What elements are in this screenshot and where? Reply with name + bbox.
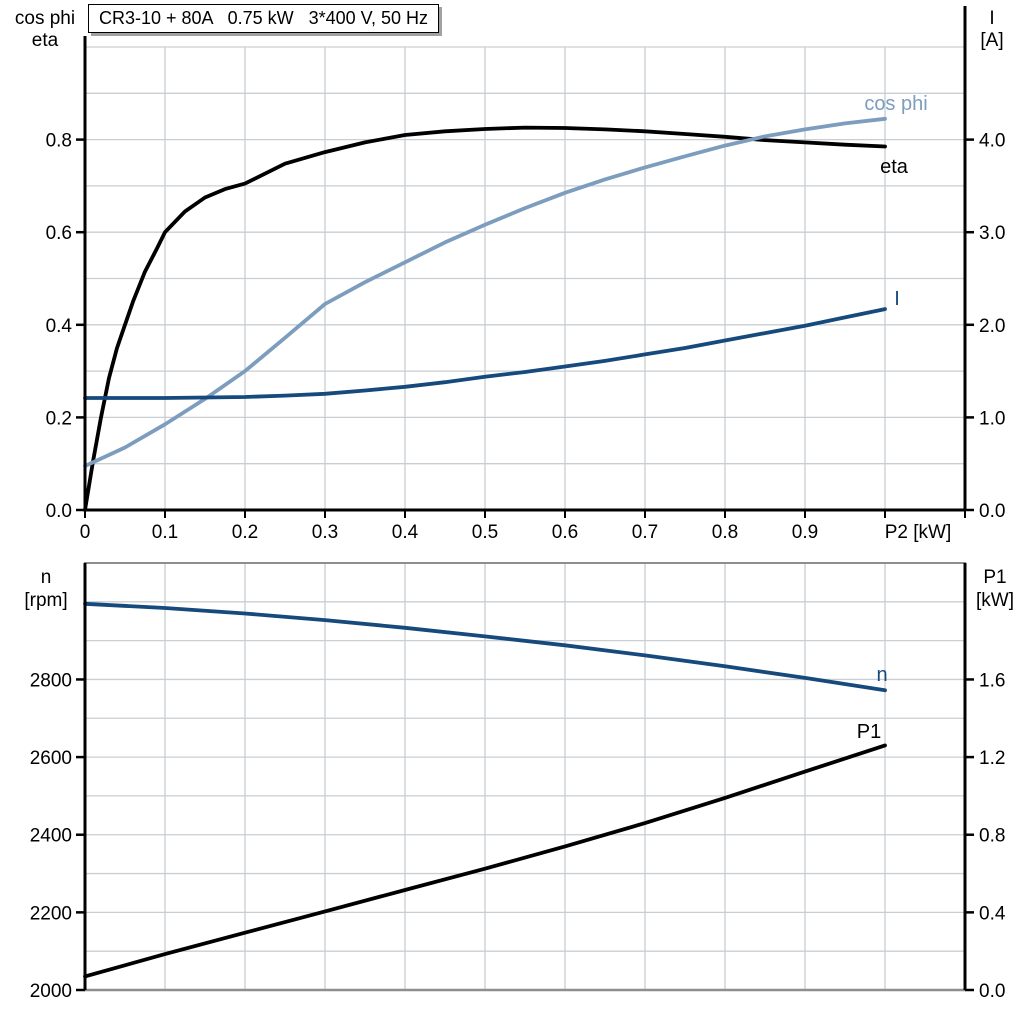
left-tick-label: 0.2 [46,408,72,429]
bottom-chart-curves [83,601,887,979]
curve-label-P1: P1 [857,721,881,743]
curve-label-eta: eta [880,156,909,178]
x-tick-label: 0.4 [392,522,419,543]
right-tick-label: 4.0 [979,131,1005,152]
top-chart-axes [76,6,974,518]
bottom-left-axis-title-line1: n [41,567,52,588]
right-tick-label: 1.2 [979,748,1005,769]
left-tick-label: 0.4 [46,316,73,337]
bottom-right-axis-title-line2: [kW] [976,590,1014,611]
left-tick-label: 2000 [30,981,72,1002]
curve-eta [83,125,887,512]
bottom-right-axis-title-line1: P1 [983,567,1006,588]
bottom-chart-axes [76,562,974,992]
x-tick-label: 0.3 [312,522,338,543]
right-tick-label: 0.0 [979,981,1005,1002]
left-tick-label: 2200 [30,903,72,924]
top-chart-curves [83,116,887,512]
left-tick-label: 0.6 [46,223,72,244]
curve-label-cos_phi: cos phi [864,93,927,115]
right-tick-label: 0.4 [979,903,1006,924]
top-left-axis-title-line2: eta [32,30,59,51]
left-tick-label: 2600 [30,748,72,769]
right-tick-label: 3.0 [979,223,1005,244]
right-tick-label: 0.0 [979,501,1005,522]
top-right-axis-title-line2: [A] [980,30,1003,51]
curve-labels: eta cos phi In P1 [857,93,928,743]
x-tick-label: 0.6 [552,522,578,543]
bottom-left-axis-title-line2: [rpm] [24,590,67,611]
left-tick-label: 0.8 [46,131,72,152]
curve-I [83,307,887,400]
x-axis-title: P2 [kW] [885,522,952,543]
top-left-axis-title-line1: cos phi [15,8,75,29]
curve-cos_phi [83,116,887,468]
x-tick-label: 0.5 [472,522,498,543]
left-tick-label: 0.0 [46,501,72,522]
curve-P1 [83,743,887,979]
curve-label-n: n [876,664,887,686]
left-tick-label: 2800 [30,670,72,691]
x-tick-label: 0.8 [712,522,738,543]
chart-title-box: CR3-10 + 80A 0.75 kW 3*400 V, 50 Hz [88,4,440,33]
right-tick-label: 1.0 [979,408,1005,429]
bottom-chart-gridlines [85,562,965,990]
curve-label-I: I [894,288,900,310]
right-tick-label: 1.6 [979,670,1005,691]
x-tick-label: 0.7 [632,522,658,543]
top-chart-gridlines [85,46,965,510]
curve-n [83,601,887,693]
x-tick-label: 0.2 [232,522,258,543]
bottom-chart-tick-labels: 2000 2200 2400 2600 2800 0.0 0.4 0.8 1.2 1.6 [30,670,1006,1002]
x-tick-label: 0.9 [792,522,818,543]
x-tick-label: 0.1 [152,522,178,543]
left-tick-label: 2400 [30,826,72,847]
top-right-axis-title-line1: I [989,8,994,29]
right-tick-label: 2.0 [979,316,1005,337]
x-tick-label: 0 [80,522,91,543]
top-chart-tick-labels: 0 0.1 0.2 0.3 0.4 0.5 0.6 0.7 0.8 0.9 0.0 0.2 0.4 0.6… [46,131,1006,543]
right-tick-label: 0.8 [979,826,1005,847]
